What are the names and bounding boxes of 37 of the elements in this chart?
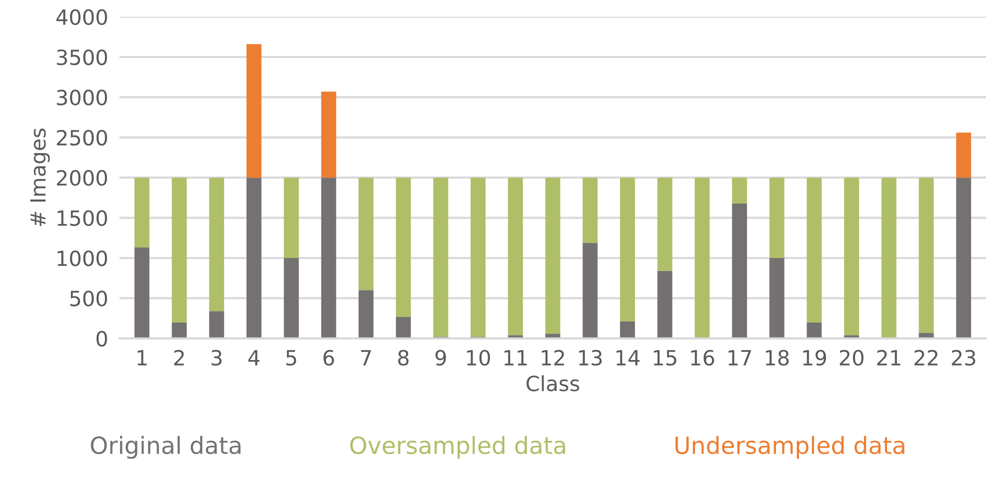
x-tick-label: 12 xyxy=(542,350,564,366)
x-tick-label: 15 xyxy=(654,350,676,366)
y-tick-label: 2500 xyxy=(56,130,108,146)
x-tick-label: 20 xyxy=(840,350,864,366)
x-tick-label: 18 xyxy=(766,350,789,366)
y-tick-label: 2000 xyxy=(56,170,108,186)
y-axis-title: # Images xyxy=(30,128,50,226)
y-tick-label: 1500 xyxy=(58,210,108,226)
text: Undersampled data xyxy=(676,436,904,459)
y-tick-label: 4000 xyxy=(56,9,108,26)
x-tick-label: 21 xyxy=(877,350,900,366)
x-tick-label: 5 xyxy=(286,350,296,366)
x-tick-label: 19 xyxy=(803,350,826,366)
x-axis-title: Class xyxy=(526,375,580,392)
x-tick-label: 7 xyxy=(361,350,371,366)
x-tick-label: 16 xyxy=(691,350,714,366)
x-tick-label: 13 xyxy=(579,350,602,366)
x-tick-label: 10 xyxy=(467,350,490,366)
text: Original data xyxy=(90,436,240,459)
y-tick-label: 500 xyxy=(70,290,108,306)
x-tick-label: 9 xyxy=(435,350,446,366)
x-tick-label: 3 xyxy=(212,350,222,366)
y-tick-label: 3500 xyxy=(56,49,108,66)
x-tick-label: 4 xyxy=(248,350,260,366)
x-tick-label: 8 xyxy=(398,350,409,366)
x-tick-label: 1 xyxy=(138,350,147,366)
x-tick-label: 23 xyxy=(952,350,976,366)
text: Oversampled data xyxy=(350,436,566,459)
x-tick-label: 14 xyxy=(616,350,640,366)
x-tick-label: 6 xyxy=(324,350,334,366)
y-tick-label: 0 xyxy=(96,330,108,347)
y-tick-label: 1000 xyxy=(58,250,108,266)
x-tick-label: 11 xyxy=(504,350,527,366)
x-tick-label: 22 xyxy=(914,350,938,366)
x-tick-label: 2 xyxy=(174,350,184,366)
x-tick-label: 17 xyxy=(728,350,752,366)
y-tick-label: 3000 xyxy=(56,90,108,106)
